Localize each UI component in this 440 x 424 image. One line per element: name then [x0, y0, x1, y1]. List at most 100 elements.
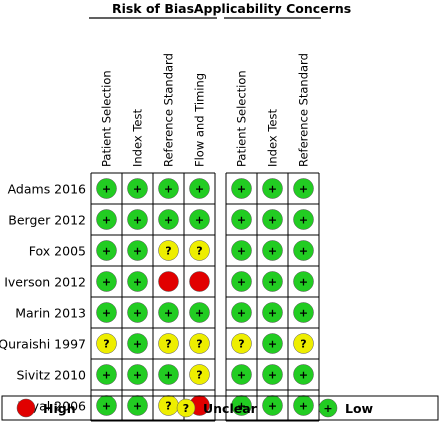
rating-symbol: + [237, 307, 246, 320]
rating-symbol: + [299, 214, 308, 227]
legend-symbol: ? [183, 402, 189, 415]
rating-dot-low [293, 271, 314, 292]
rating-dot-low [158, 209, 179, 230]
rating-dot-unclear [189, 364, 210, 385]
rating-dot-unclear [189, 240, 210, 261]
study-label: Sivitz 2010 [16, 368, 86, 383]
rating-symbol: + [102, 245, 111, 258]
rating-symbol: + [299, 245, 308, 258]
rating-dot-low [231, 271, 252, 292]
rating-dot-low [96, 271, 117, 292]
rating-symbol: + [164, 307, 173, 320]
rating-dot-low [231, 364, 252, 385]
rating-symbol: + [299, 183, 308, 196]
legend-label: Unclear [203, 401, 258, 416]
rating-dot-unclear [158, 333, 179, 354]
rating-symbol: + [237, 276, 246, 289]
rating-dot-low [262, 302, 283, 323]
rating-dot-unclear [293, 333, 314, 354]
rating-symbol: + [133, 276, 142, 289]
group-title: Applicability Concerns [194, 1, 351, 16]
rating-symbol: ? [196, 369, 202, 382]
rating-symbol: + [164, 183, 173, 196]
rating-symbol: + [237, 183, 246, 196]
column-label: Flow and Timing [193, 73, 207, 167]
rating-symbol: + [102, 214, 111, 227]
study-label: Berger 2012 [8, 213, 86, 228]
rating-dot-high [189, 271, 210, 292]
rating-dot-low [96, 364, 117, 385]
column-label: Patient Selection [235, 70, 249, 167]
rating-dot-low [293, 302, 314, 323]
rating-dot-high [158, 271, 179, 292]
study-label: Iverson 2012 [4, 275, 86, 290]
legend-dot-high [16, 398, 36, 418]
rating-dot-low [231, 178, 252, 199]
rating-dot-low [127, 302, 148, 323]
rating-dot-unclear [189, 333, 210, 354]
rating-dot-low [189, 209, 210, 230]
rating-dot-low [127, 240, 148, 261]
rating-dot-low [127, 271, 148, 292]
rating-dot-low [293, 178, 314, 199]
rating-symbol: + [299, 276, 308, 289]
legend-box [1, 395, 439, 421]
rating-symbol: + [237, 245, 246, 258]
rating-symbol: + [195, 214, 204, 227]
rating-symbol: + [299, 400, 308, 413]
rating-dot-low [293, 240, 314, 261]
rating-dot-low [96, 240, 117, 261]
rating-symbol: + [268, 369, 277, 382]
rating-dot-low [127, 333, 148, 354]
rating-dot-low [262, 209, 283, 230]
rating-dot-low [262, 178, 283, 199]
rating-dot-low [96, 209, 117, 230]
rating-symbol: ? [165, 245, 171, 258]
legend-dot-low [318, 398, 338, 418]
rating-symbol: + [299, 307, 308, 320]
rating-symbol: + [102, 400, 111, 413]
study-label: Marin 2013 [15, 306, 86, 321]
rating-symbol: + [102, 276, 111, 289]
rating-dot-low [158, 364, 179, 385]
rating-symbol: + [268, 214, 277, 227]
legend-label: High [43, 401, 76, 416]
rating-dot-low [158, 178, 179, 199]
rating-symbol: ? [238, 338, 244, 351]
rating-symbol: + [237, 214, 246, 227]
legend-label: Low [345, 401, 374, 416]
rating-dot-low [96, 302, 117, 323]
rating-symbol: + [237, 400, 246, 413]
rating-dot-low [127, 209, 148, 230]
rating-symbol: + [133, 338, 142, 351]
legend-dot-unclear [176, 398, 196, 418]
column-label: Reference Standard [297, 53, 311, 167]
study-label: Fox 2005 [29, 244, 86, 259]
study-label: Quraishi 1997 [0, 337, 86, 352]
rating-symbol: ? [165, 338, 171, 351]
rating-symbol: + [133, 183, 142, 196]
rating-dot-low [127, 364, 148, 385]
rating-dot-low [127, 178, 148, 199]
rating-symbol: + [102, 369, 111, 382]
column-label: Index Test [266, 109, 280, 167]
rating-dot-low [262, 333, 283, 354]
rating-dot-low [189, 302, 210, 323]
rating-dot-low [231, 240, 252, 261]
rating-dot-low [158, 302, 179, 323]
rating-dot-low [293, 364, 314, 385]
rating-symbol: + [195, 307, 204, 320]
rating-dot-unclear [231, 333, 252, 354]
column-label: Patient Selection [100, 70, 114, 167]
rating-dot-unclear [96, 333, 117, 354]
rating-symbol: + [133, 245, 142, 258]
rating-symbol: + [268, 276, 277, 289]
column-label: Reference Standard [162, 53, 176, 167]
rating-dot-low [231, 209, 252, 230]
rating-symbol: + [102, 183, 111, 196]
legend-symbol: + [323, 402, 332, 415]
rating-symbol: + [268, 307, 277, 320]
rating-symbol: + [237, 369, 246, 382]
rating-dot-low [262, 240, 283, 261]
rating-symbol: + [164, 214, 173, 227]
